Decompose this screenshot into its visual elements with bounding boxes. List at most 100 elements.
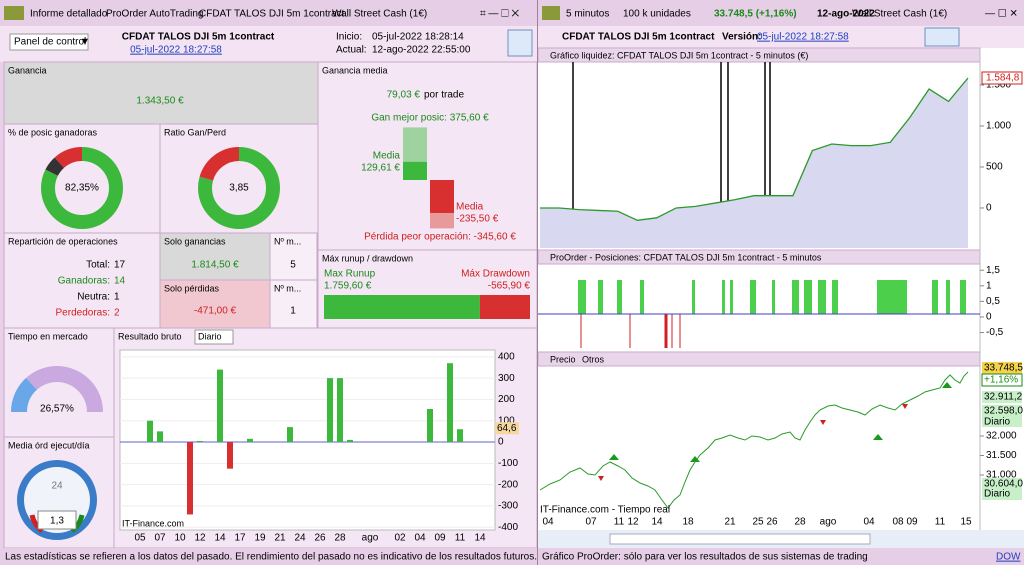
report-icon[interactable] [507,29,533,57]
panel [3,327,115,438]
row-label: Total: [86,260,110,271]
watermark: IT-Finance.com [122,518,184,528]
y-tick-label: 1.000 [986,121,1011,132]
y-tick-label: 0 [498,437,504,448]
right-toolbar [538,0,1024,26]
donut-segment [198,147,280,229]
price-line [539,371,969,509]
chart-title: Gráfico liquidez: CFDAT TALOS DJI 5m 1co… [550,50,808,60]
high: 32.911,2 [984,392,1023,403]
row-label: Ganadoras: [58,276,110,287]
last-label: 1.584,8 [986,73,1020,84]
start: 05-jul-2022 18:28:14 [372,32,464,43]
y-tick-label: -100 [498,458,518,469]
gains: 1.814,50 € [191,260,239,271]
x-tick-label: 28 [334,533,346,544]
bar [337,378,343,443]
buy-arrows [609,382,952,462]
disclaimer: Las estadísticas se refieren a los datos… [5,552,537,563]
select[interactable] [9,33,89,51]
y-tick-label: -300 [498,501,518,512]
avg-unit: por trade [424,90,464,101]
x-tick-label: 14 [474,533,486,544]
x-tick-label: 05 [134,533,146,544]
last-price: 33.748,5 [984,363,1023,374]
select[interactable] [194,329,234,345]
row-value: 17 [114,260,126,271]
y-tick-label: 100 [498,415,515,426]
x-tick-label: 25 [752,517,764,528]
chart-title-bar [537,351,981,367]
bar [147,420,153,443]
panel-title: Ganancia media [322,65,388,75]
x-tick-label: 11 [455,533,466,544]
link[interactable]: DOW [996,552,1021,563]
version[interactable]: 05-jul-2022 18:27:58 [757,32,849,43]
avg-profit: 79,03 € [387,90,421,101]
select-label[interactable]: Diario [198,331,222,341]
clock-arrow [29,514,44,533]
y-tick-label: -0,5 [986,327,1004,338]
drawdown: -565,90 € [488,281,531,292]
bar [197,440,203,443]
tab[interactable]: Informe detallado [30,9,108,20]
y-tick-label: 400 [498,351,515,362]
status: Gráfico ProOrder: sólo para ver los resu… [542,552,868,563]
x-tick-label: 09 [906,517,918,528]
units[interactable]: 100 k unidades [623,9,691,20]
x-tick-label: 26 [766,517,778,528]
bar [157,431,163,443]
y-tick-label: 300 [498,373,515,384]
left-toolbar [0,0,537,26]
tab[interactable]: ProOrder AutoTrading [106,9,203,20]
scroll-track[interactable] [609,533,871,545]
instrument[interactable]: Wall Street Cash (1€) [852,9,947,20]
select-label[interactable]: Panel de control [14,37,86,48]
bar [327,378,333,443]
tab[interactable]: CFDAT TALOS DJI 5m 1contract [199,9,345,20]
x-tick-label: 11 [935,517,946,528]
tab[interactable]: Wall Street Cash (1€) [332,9,427,20]
current: 12-ago-2022 22:55:00 [372,45,471,56]
tab[interactable]: Otros [582,354,605,364]
header [0,26,537,62]
sell-marks [598,404,908,481]
x-tick-label: 15 [960,517,972,528]
system-name: CFDAT TALOS DJI 5m 1contract [562,32,715,43]
y-tick-label: 1,5 [986,265,1000,276]
panel [269,232,318,281]
system-name: CFDAT TALOS DJI 5m 1contract [122,32,275,43]
drawdown-label: Máx Drawdown [461,269,530,280]
x-tick-label: 09 [434,533,446,544]
x-tick-label: ago [362,533,379,544]
chart-icon[interactable] [924,27,960,47]
x-tick-label: 04 [414,533,426,544]
panel-title: Máx runup / drawdown [322,253,413,263]
y-tick-label: 0 [986,203,992,214]
drawdown-bar [479,295,530,319]
panel-title: Repartición de operaciones [8,236,118,246]
system-date[interactable]: 05-jul-2022 18:27:58 [130,45,222,56]
timeframe[interactable]: 5 minutos [566,9,609,20]
bar [447,363,453,443]
bar [287,427,293,443]
y-tick-label: 1.500 [986,80,1011,91]
panel-title: Media órd ejecut/día [8,440,90,450]
y-tick-label: -200 [498,479,518,490]
x-tick-label: 04 [863,517,875,528]
row-label: Perdedoras: [56,308,110,319]
panel-title: Nº m... [274,283,301,293]
tab[interactable]: Precio [550,354,576,364]
select-arrow[interactable]: ▼ [80,37,90,48]
panel-title: Solo pérdidas [164,283,220,293]
status-bar [0,548,537,565]
window-controls[interactable]: — ☐ ✕ [985,9,1018,20]
value-box [37,510,77,530]
plot-area [119,349,496,531]
short-positions [580,314,681,348]
panel [159,279,271,329]
x-tick-label: 12 [627,517,639,528]
bar [227,442,233,469]
window-controls[interactable]: ⌗ — ☐ ✕ [480,9,520,20]
x-tick-label: 07 [585,517,597,528]
